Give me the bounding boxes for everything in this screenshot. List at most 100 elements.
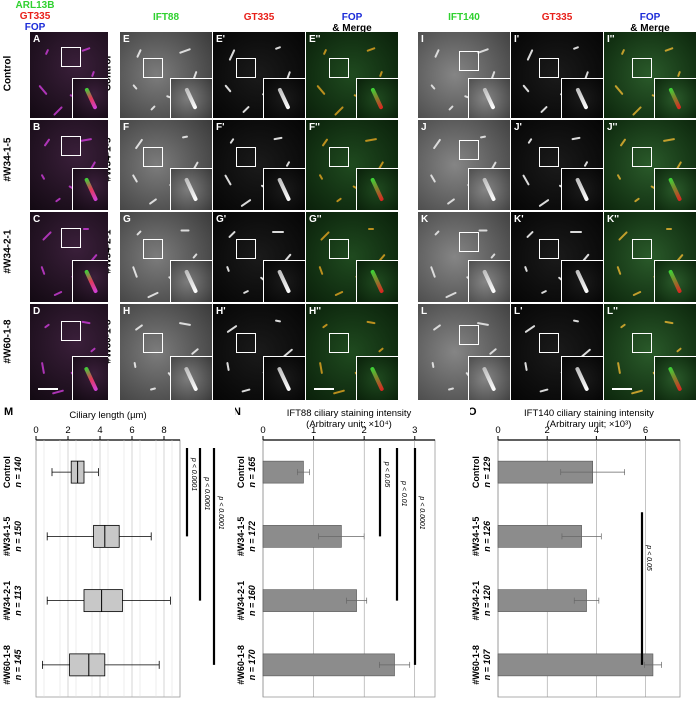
zoom-inset: [654, 260, 696, 302]
cilium-mark: [135, 324, 144, 332]
x-tick-label: 1: [311, 425, 316, 436]
inset-cilium: [277, 365, 292, 392]
micrograph-panel-I: I: [418, 32, 510, 118]
group-n-label: n = 107: [482, 649, 492, 681]
cilium-mark: [434, 49, 441, 59]
row-label-2: #W34-2-1: [2, 229, 14, 274]
inset-cilium: [668, 269, 683, 294]
inset-cilium: [370, 269, 385, 294]
zoom-inset: [170, 168, 212, 210]
cilium-mark: [527, 137, 533, 145]
cilium-mark: [225, 265, 230, 273]
cilium-mark: [316, 84, 326, 95]
panel-label: K': [514, 214, 524, 225]
inset-cilium: [184, 269, 199, 294]
inset-cilium: [370, 365, 385, 392]
zoom-inset: [468, 260, 510, 302]
cilium-mark: [539, 387, 549, 393]
cilium-mark: [228, 230, 237, 239]
inset-cilium: [575, 269, 590, 294]
cilium-mark: [40, 265, 46, 276]
cilium-mark: [666, 227, 673, 230]
zoom-inset: [468, 356, 510, 400]
cilium-mark: [663, 137, 676, 142]
x-tick-label: 6: [643, 425, 648, 436]
x-tick-label: 3: [412, 425, 417, 436]
group-n-label: n = 145: [13, 649, 23, 681]
group-label: #W60-1-8: [236, 645, 246, 685]
cilium-mark: [524, 361, 528, 371]
significance-label: p < 0.0001: [190, 457, 197, 491]
zoom-inset: [561, 168, 603, 210]
micrograph-panel-Fpp: F'': [306, 120, 398, 210]
panel-label: D: [33, 306, 41, 317]
iqr-box: [83, 589, 123, 613]
cilium-mark: [80, 321, 91, 325]
zoom-inset: [468, 78, 510, 118]
header-e: IFT88: [152, 12, 180, 23]
significance-label: p < 0.05: [645, 544, 652, 571]
cilium-mark: [43, 323, 50, 329]
inset-cilium: [482, 269, 497, 294]
zoom-box: [631, 332, 652, 353]
zoom-inset: [263, 78, 305, 118]
cilium-mark: [226, 361, 230, 371]
cilium-mark: [179, 322, 192, 327]
cilium-mark: [53, 106, 64, 117]
zoom-box: [61, 136, 82, 157]
cilium-mark: [180, 229, 190, 231]
cilium-mark: [243, 289, 250, 294]
cilium-mark: [365, 137, 378, 142]
group-label: #W34-2-1: [471, 581, 481, 621]
micrograph-panel-Gp: G': [213, 212, 305, 302]
cilium-mark: [323, 49, 328, 56]
cilium-mark: [333, 389, 346, 395]
cilium-mark: [522, 84, 530, 93]
cilium-mark: [431, 361, 435, 368]
zoom-box: [61, 321, 82, 342]
micrograph-panel-E: E: [120, 32, 212, 118]
zoom-box: [538, 147, 559, 167]
zoom-box: [459, 325, 480, 346]
cilium-mark: [241, 387, 251, 393]
cilium-mark: [448, 386, 455, 391]
panel-label: I: [421, 34, 424, 45]
x-tick-label: 4: [594, 425, 599, 436]
zoom-inset: [561, 356, 603, 400]
header-i: IFT140: [448, 12, 480, 23]
zoom-box: [329, 332, 349, 353]
cilium-mark: [571, 136, 581, 140]
panel-label: B: [33, 122, 41, 133]
inset-cilium: [83, 365, 99, 392]
cilium-mark: [38, 84, 48, 95]
cilium-mark: [228, 49, 236, 62]
zoom-inset: [72, 260, 108, 302]
cilium-mark: [445, 291, 458, 298]
zoom-inset: [72, 356, 108, 400]
micrograph-panel-F: F: [120, 120, 212, 210]
cilium-mark: [318, 361, 323, 374]
micrograph-panel-Jpp: J'': [604, 120, 696, 210]
zoom-inset: [72, 168, 108, 210]
header-i3: FOP & Merge: [604, 12, 696, 34]
zoom-box: [631, 147, 652, 167]
cilium-mark: [378, 70, 383, 77]
significance-label: p < 0.0001: [203, 476, 210, 510]
panel-label: H'': [309, 306, 321, 317]
cilium-mark: [632, 290, 642, 296]
x-tick-label: 2: [65, 425, 70, 436]
header-i3-line1: FOP: [639, 12, 661, 23]
micrograph-panel-J: J: [418, 120, 510, 210]
cilium-mark: [446, 197, 456, 205]
panel-label: E': [216, 34, 226, 45]
cilium-mark: [131, 266, 138, 278]
zoom-box: [631, 57, 652, 78]
cilium-mark: [524, 324, 536, 334]
group-label: #W34-2-1: [236, 581, 246, 621]
inset-cilium: [575, 177, 590, 202]
group-n-label: n = 170: [247, 649, 257, 680]
x-tick-label: 2: [545, 425, 550, 436]
micrograph-panel-K: K: [418, 212, 510, 302]
cilium-mark: [132, 83, 138, 90]
zoom-inset: [263, 260, 305, 302]
